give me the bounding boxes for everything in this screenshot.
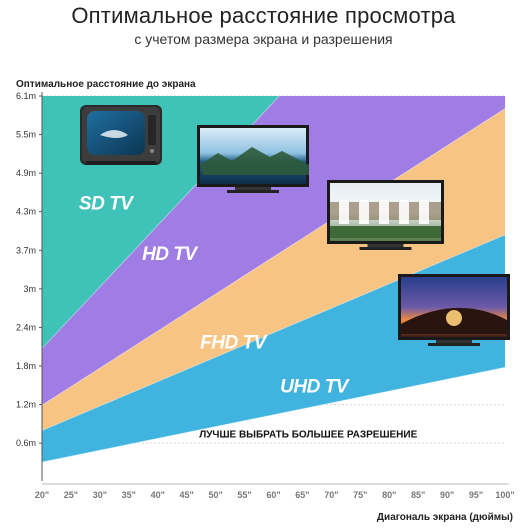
band-boundary	[42, 96, 280, 349]
series-label: FHD TV	[200, 332, 267, 353]
x-tick-label: 80"	[382, 490, 396, 500]
series-label: HD TV	[142, 244, 198, 265]
x-tick-label: 35"	[122, 490, 136, 500]
chart-subtitle: с учетом размера экрана и разрешения	[134, 31, 393, 47]
band-boundary	[42, 366, 505, 463]
y-axis-label: Оптимальное расстояние до экрана	[16, 79, 196, 90]
y-tick-label: 3.7m	[16, 245, 36, 255]
x-tick-label: 95"	[469, 490, 483, 500]
y-tick-label: 1.8m	[16, 361, 36, 371]
y-tick-label: 4.9m	[16, 168, 36, 178]
annotation-text: ЛУЧШЕ ВЫБРАТЬ БОЛЬШЕЕ РАЗРЕШЕНИЕ	[199, 430, 417, 441]
series-label: UHD TV	[280, 377, 350, 398]
x-tick-label: 90"	[440, 490, 454, 500]
x-tick-label: 75"	[353, 490, 367, 500]
x-tick-label: 70"	[324, 490, 338, 500]
band-boundary	[42, 234, 505, 431]
y-tick-label: 2.4m	[16, 322, 36, 332]
crt-tv-icon	[80, 105, 162, 165]
fhd-tv-icon	[327, 180, 444, 250]
y-tick-label: 1.2m	[16, 400, 36, 410]
band-hd-tv	[42, 96, 505, 406]
band-boundary	[42, 108, 505, 406]
y-tick-label: 0.6m	[16, 438, 36, 448]
x-tick-label: 65"	[295, 490, 309, 500]
y-tick-label: 5.5m	[16, 130, 36, 140]
x-tick-label: 50"	[208, 490, 222, 500]
x-tick-label: 45"	[180, 490, 194, 500]
x-tick-label: 25"	[64, 490, 78, 500]
y-tick-label: 3m	[23, 284, 36, 294]
x-tick-label: 20"	[35, 490, 49, 500]
x-tick-label: 40"	[151, 490, 165, 500]
hd-tv-icon	[197, 125, 309, 193]
x-tick-label: 100"	[495, 490, 514, 500]
x-tick-label: 60"	[266, 490, 280, 500]
x-tick-label: 85"	[411, 490, 425, 500]
x-axis-label: Диагональ экрана (дюймы)	[376, 512, 513, 523]
x-tick-label: 55"	[237, 490, 251, 500]
chart-title: Оптимальное расстояние просмотра	[71, 3, 456, 28]
x-tick-label: 30"	[93, 490, 107, 500]
uhd-tv-icon	[398, 274, 510, 346]
y-tick-label: 6.1m	[16, 91, 36, 101]
band-uhd-tv	[42, 234, 505, 463]
series-label: SD TV	[79, 194, 134, 215]
y-tick-label: 4.3m	[16, 207, 36, 217]
